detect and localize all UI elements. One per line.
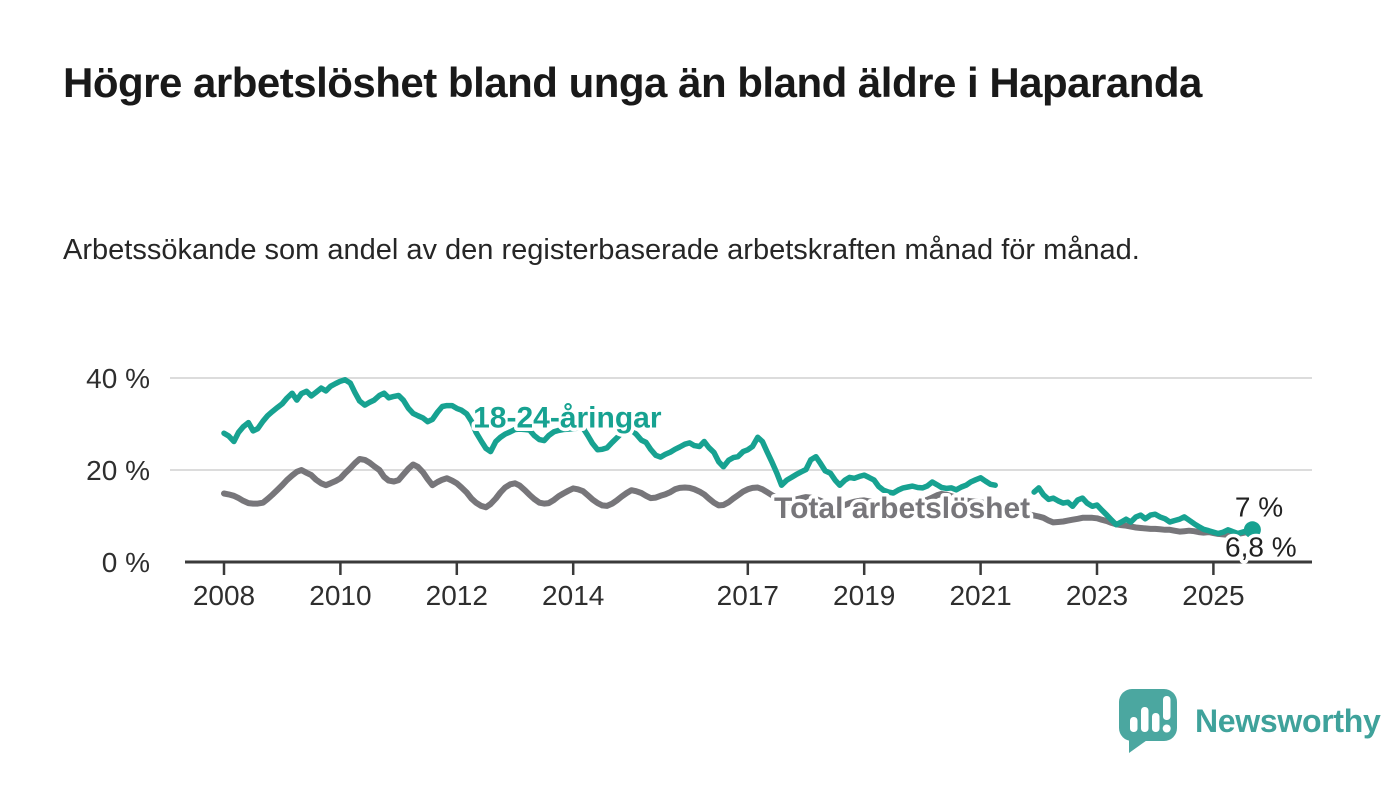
- brand-name: Newsworthy: [1195, 702, 1381, 739]
- x-axis-tick-label: 2012: [426, 580, 488, 611]
- chart-annotation: 6,8 %: [1225, 531, 1297, 562]
- series-line: [221, 456, 1256, 538]
- series-line: [1031, 485, 1256, 537]
- unemployment-line-chart: 0 % 20 % 40 % 2008 2010 2012 2014 2017 2019 2021 2…: [86, 363, 1312, 611]
- series-line: [221, 377, 998, 496]
- x-axis-tick-label: 2014: [542, 580, 604, 611]
- page-title: Högre arbetslöshet bland unga än bland ä…: [63, 59, 1202, 106]
- brand-footer: Newsworthy: [1116, 686, 1381, 756]
- chart-annotation: Total arbetslöshet: [774, 492, 1030, 525]
- x-axis-tick-label: 2021: [949, 580, 1011, 611]
- x-axis-tick-label: 2023: [1066, 580, 1128, 611]
- series-end-dot: [1243, 521, 1261, 539]
- y-axis-tick-label: 0 %: [102, 547, 150, 578]
- x-axis-tick-label: 2010: [309, 580, 371, 611]
- x-axis-tick-label: 2019: [833, 580, 895, 611]
- chart-annotation: 18-24-åringar: [473, 402, 662, 435]
- y-axis-tick-label: 40 %: [86, 363, 150, 394]
- y-axis-tick-label: 20 %: [86, 455, 150, 486]
- x-axis-tick-label: 2008: [193, 580, 255, 611]
- chart-subtitle: Arbetssökande som andel av den registerb…: [63, 234, 1140, 266]
- x-axis-tick-label: 2017: [717, 580, 779, 611]
- chart-annotation: 7 %: [1235, 491, 1283, 522]
- newsworthy-logo-icon: [1119, 689, 1177, 753]
- x-axis-tick-label: 2025: [1182, 580, 1244, 611]
